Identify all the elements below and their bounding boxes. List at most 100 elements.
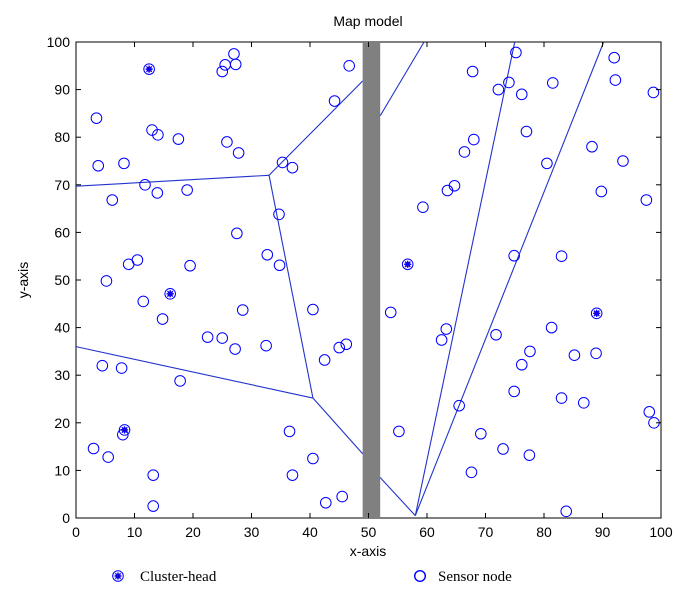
sensor-node-marker bbox=[156, 313, 169, 325]
sensor-node-marker bbox=[435, 334, 448, 346]
y-tick-label: 0 bbox=[62, 510, 70, 526]
x-tick-label: 20 bbox=[185, 524, 201, 540]
cluster-heads bbox=[118, 63, 603, 436]
sensor-node-marker bbox=[152, 129, 164, 141]
legend-cluster-symbol bbox=[112, 570, 124, 582]
sensor-node-marker bbox=[201, 331, 214, 343]
sensor-node-marker bbox=[577, 397, 590, 409]
sensor-node-marker bbox=[231, 227, 243, 240]
sensor-node-marker bbox=[276, 156, 289, 169]
sensor-node-marker bbox=[510, 46, 522, 59]
cluster-head-marker bbox=[590, 307, 603, 320]
sensor-node-marker bbox=[232, 147, 245, 159]
sensor-node-marker bbox=[228, 48, 240, 60]
x-axis-label: x-axis bbox=[350, 543, 387, 559]
x-tick-label: 30 bbox=[244, 524, 260, 540]
y-tick-label: 80 bbox=[54, 129, 70, 145]
y-tick-label: 50 bbox=[54, 272, 70, 288]
sensor-node-marker bbox=[307, 452, 319, 465]
sensor-node-marker bbox=[172, 133, 185, 145]
cluster-boundary-line bbox=[312, 397, 364, 455]
sensor-node-marker bbox=[541, 157, 553, 170]
sensor-node-marker bbox=[492, 83, 505, 96]
x-tick-label: 50 bbox=[361, 524, 377, 540]
obstacle-band bbox=[362, 42, 381, 518]
sensor-node-marker bbox=[137, 295, 150, 308]
sensor-node-marker bbox=[465, 466, 478, 479]
sensor-node-marker bbox=[555, 250, 568, 263]
sensor-node-marker bbox=[229, 58, 242, 71]
sensor-node-marker bbox=[608, 51, 621, 64]
cluster-boundary-line bbox=[75, 346, 314, 399]
sensor-node-marker bbox=[87, 442, 100, 455]
x-tick-label: 10 bbox=[127, 524, 143, 540]
chart-title: Map model bbox=[333, 13, 402, 29]
sensor-node-marker bbox=[147, 469, 160, 481]
sensor-node-marker bbox=[273, 259, 286, 272]
cluster-boundary-line bbox=[379, 477, 416, 516]
sensor-node-marker bbox=[318, 354, 331, 366]
legend: Cluster-head Sensor node bbox=[112, 569, 512, 585]
legend-cluster-head-marker bbox=[112, 570, 124, 582]
y-tick-label: 10 bbox=[54, 462, 70, 478]
sensor-node-marker bbox=[319, 496, 332, 509]
x-tick-label: 40 bbox=[302, 524, 318, 540]
sensor-node-marker bbox=[475, 427, 487, 440]
sensor-node-marker bbox=[181, 184, 193, 196]
sensor-node-marker bbox=[106, 194, 119, 206]
sensor-node-marker bbox=[609, 74, 622, 86]
sensor-node-marker bbox=[448, 179, 461, 192]
sensor-node-marker bbox=[343, 60, 355, 72]
sensor-node-marker bbox=[546, 77, 559, 89]
sensor-node-marker bbox=[515, 88, 528, 101]
sensor-node-marker bbox=[115, 362, 128, 374]
sensor-node-marker bbox=[283, 425, 296, 438]
sensor-node-marker bbox=[184, 259, 196, 272]
sensor-node-marker bbox=[453, 399, 465, 412]
legend-cluster-head-label: Cluster-head bbox=[140, 569, 217, 585]
legend-sensor-node-label: Sensor node bbox=[438, 569, 512, 585]
cluster-head-marker bbox=[401, 258, 414, 271]
sensor-node-marker bbox=[100, 275, 113, 287]
sensor-node-marker bbox=[216, 65, 229, 78]
sensor-node-marker bbox=[595, 185, 608, 198]
y-tick-label: 20 bbox=[54, 415, 70, 431]
sensor-node-marker bbox=[555, 392, 568, 404]
sensor-node-marker bbox=[384, 306, 397, 319]
cluster-head-marker bbox=[118, 424, 131, 436]
sensor-node-marker bbox=[590, 347, 602, 360]
sensor-node-marker bbox=[545, 321, 558, 334]
sensor-node-marker bbox=[236, 304, 249, 316]
sensor-node-marker bbox=[617, 155, 629, 167]
y-tick-label: 60 bbox=[54, 224, 70, 240]
y-tick-label: 70 bbox=[54, 177, 70, 193]
sensor-node-marker bbox=[458, 146, 471, 158]
cluster-head-marker bbox=[143, 63, 155, 75]
sensor-node-marker bbox=[92, 159, 105, 172]
sensor-node-marker bbox=[286, 469, 299, 481]
obstacle-layer bbox=[362, 42, 381, 518]
sensor-node-marker bbox=[490, 328, 502, 341]
y-tick-label: 100 bbox=[47, 34, 71, 50]
sensor-node-marker bbox=[307, 303, 319, 316]
sensor-node-marker bbox=[508, 249, 520, 262]
cluster-boundary-line bbox=[414, 41, 605, 516]
sensor-node-marker bbox=[568, 349, 581, 362]
sensor-node-marker bbox=[336, 490, 348, 503]
sensor-node-marker bbox=[216, 332, 229, 344]
x-tick-label: 70 bbox=[478, 524, 494, 540]
sensor-node-marker bbox=[640, 194, 653, 206]
sensor-node-marker bbox=[151, 187, 164, 199]
x-tick-label: 100 bbox=[649, 524, 673, 540]
sensor-node-marker bbox=[102, 451, 114, 463]
axis-ticks: 0 10 20 30 40 50 60 70 80 90 100 0 10 20 30 40 50 60 70 80 9… bbox=[47, 34, 673, 540]
legend-item-cluster-head: Cluster-head bbox=[112, 569, 217, 585]
sensor-node-marker bbox=[118, 157, 130, 170]
cluster-boundary-line bbox=[75, 174, 270, 187]
sensor-node-marker bbox=[146, 124, 158, 136]
sensor-node-marker bbox=[90, 112, 103, 124]
sensor-node-marker bbox=[147, 500, 160, 512]
x-tick-label: 0 bbox=[72, 524, 80, 540]
sensor-node-marker bbox=[219, 59, 231, 71]
